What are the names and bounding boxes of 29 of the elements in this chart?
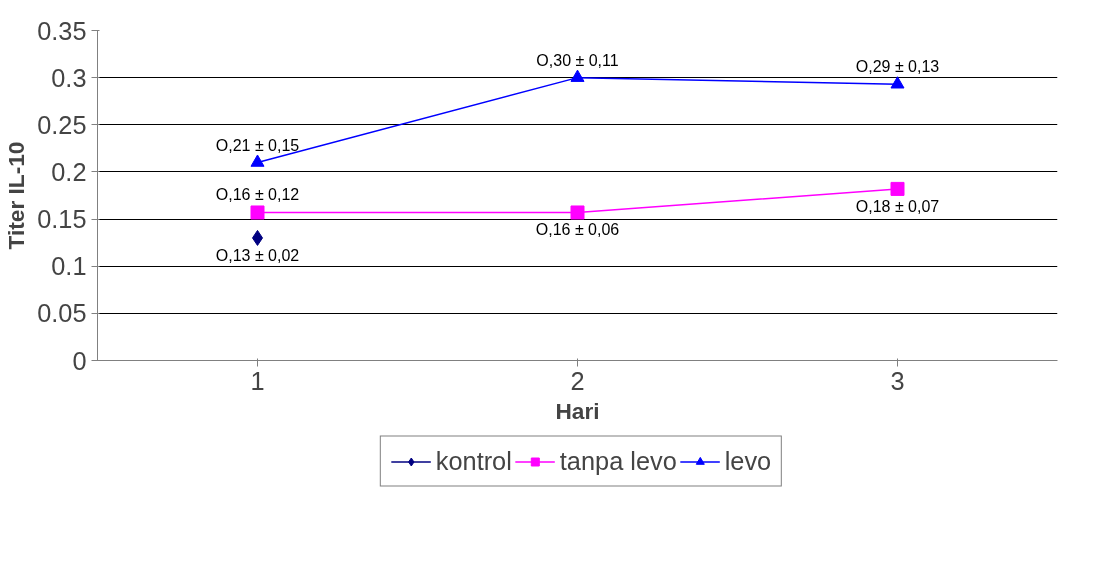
annotation: O,30 ± 0,11 [536, 51, 619, 69]
y-tick-label: 0.35 [37, 16, 87, 45]
legend-label: kontrol [435, 446, 512, 476]
y-axis-title: Titer IL-10 [3, 141, 30, 250]
x-tick-label: 2 [570, 366, 585, 395]
y-tick-label: 0.05 [37, 299, 87, 328]
y-tick-label: 0 [72, 346, 87, 375]
y-tick-label: 0.3 [51, 63, 87, 92]
annotation: O,29 ± 0,13 [855, 58, 940, 76]
point [570, 69, 585, 82]
point [890, 76, 905, 89]
y-tick-label: 0.2 [51, 157, 87, 186]
point [890, 181, 905, 196]
x-axis-title: Hari [555, 397, 600, 424]
annotation: O,18 ± 0,07 [855, 197, 940, 215]
legend-label: tanpa levo [559, 446, 677, 476]
legend-label: levo [724, 446, 772, 476]
annotation: O,13 ± 0,02 [215, 246, 300, 264]
x-tick-label: 3 [890, 366, 905, 395]
point [250, 205, 265, 220]
y-tick-label: 0.1 [51, 252, 87, 281]
annotation: O,21 ± 0,15 [215, 136, 300, 154]
annotation: O,16 ± 0,12 [215, 186, 300, 204]
y-tick-label: 0.15 [37, 205, 87, 234]
point [570, 205, 585, 220]
y-tick-label: 0.25 [37, 110, 87, 139]
point [250, 154, 265, 167]
x-tick-label: 1 [250, 366, 265, 395]
annotation: O,16 ± 0,06 [535, 221, 620, 239]
